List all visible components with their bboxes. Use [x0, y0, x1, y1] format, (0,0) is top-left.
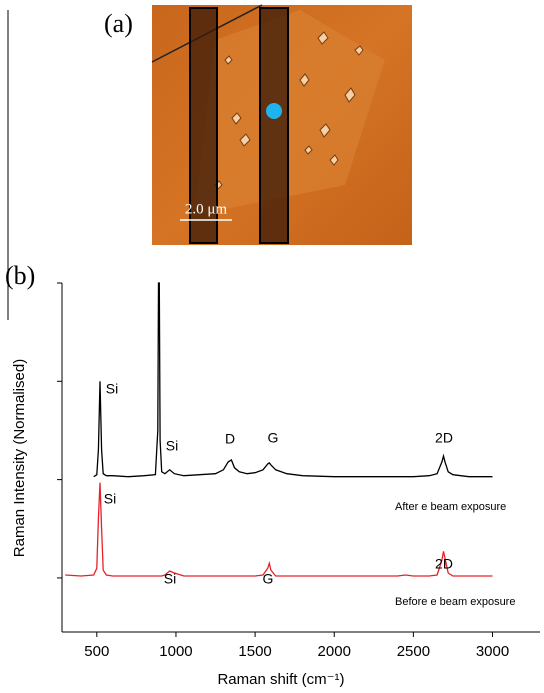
- spectrum-line: [65, 483, 492, 576]
- peak-label: G: [263, 571, 274, 587]
- x-tick-label: 1500: [238, 643, 271, 660]
- x-tick-label: 2500: [397, 643, 430, 660]
- panel-label: (a): [104, 9, 133, 38]
- peak-label: D: [225, 431, 235, 447]
- chart: 500 1000 1500 2000 2500 3000 Raman shift (cm⁻¹…: [11, 283, 540, 688]
- figure: (a) 2.0 μm (b) 500 1000 1500 2000 2500 3000 Ra…: [0, 0, 544, 693]
- peak-label: Si: [104, 491, 116, 507]
- scale-bar-label: 2.0 μm: [185, 201, 228, 217]
- y-axis-title: Raman Intensity (Normalised): [11, 359, 28, 557]
- peak-label: Si: [166, 438, 178, 454]
- x-tick-label: 2000: [318, 643, 351, 660]
- peak-label: Si: [164, 571, 176, 587]
- peak-label: G: [268, 430, 279, 446]
- series-label: After e beam exposure: [395, 501, 506, 513]
- x-tick-label: 500: [84, 643, 109, 660]
- peak-label: Si: [106, 381, 118, 397]
- peak-label: 2D: [435, 430, 453, 446]
- panel-label: (b): [5, 261, 35, 290]
- spectrum-line: [94, 283, 493, 477]
- x-tick-label: 1000: [159, 643, 192, 660]
- peak-label: 2D: [435, 556, 453, 572]
- x-tick-label: 3000: [476, 643, 509, 660]
- series-label: Before e beam exposure: [395, 596, 515, 608]
- x-axis-title: Raman shift (cm⁻¹): [217, 671, 344, 688]
